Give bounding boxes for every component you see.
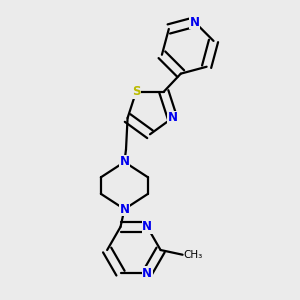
Text: CH₃: CH₃ [184, 250, 203, 260]
Text: N: N [119, 155, 129, 169]
Text: N: N [142, 267, 152, 280]
Text: N: N [142, 220, 152, 233]
Text: N: N [167, 112, 177, 124]
Text: N: N [190, 16, 200, 28]
Text: N: N [119, 202, 129, 216]
Text: S: S [132, 85, 140, 98]
